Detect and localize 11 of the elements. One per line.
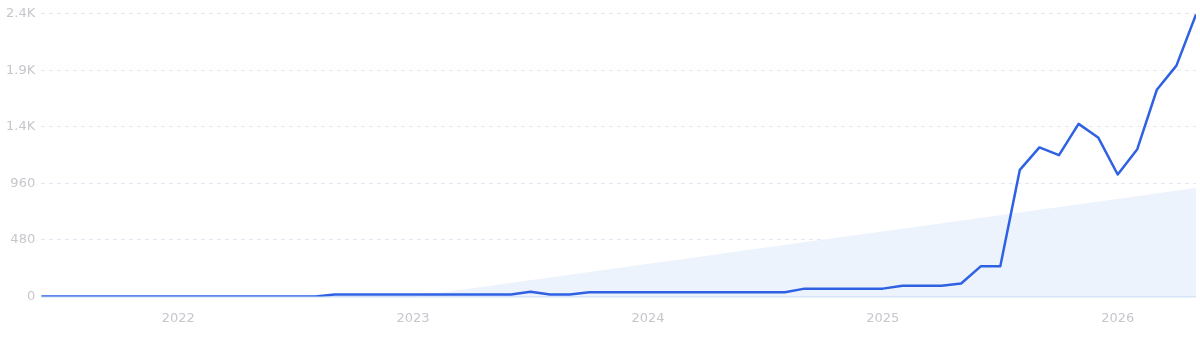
x-tick-label: 2023 <box>396 309 430 325</box>
x-tick-label: 2026 <box>1101 309 1135 325</box>
y-tick-label: 1.9K <box>6 61 36 77</box>
y-tick-label: 0 <box>26 287 36 303</box>
y-tick-label: 960 <box>10 174 36 190</box>
x-tick-label: 2025 <box>866 309 900 325</box>
x-tick-label: 2022 <box>161 309 195 325</box>
y-tick-label: 2.4K <box>6 5 36 21</box>
y-tick-label: 480 <box>10 231 36 247</box>
y-tick-label: 1.4K <box>6 118 36 134</box>
x-tick-label: 2024 <box>631 309 665 325</box>
